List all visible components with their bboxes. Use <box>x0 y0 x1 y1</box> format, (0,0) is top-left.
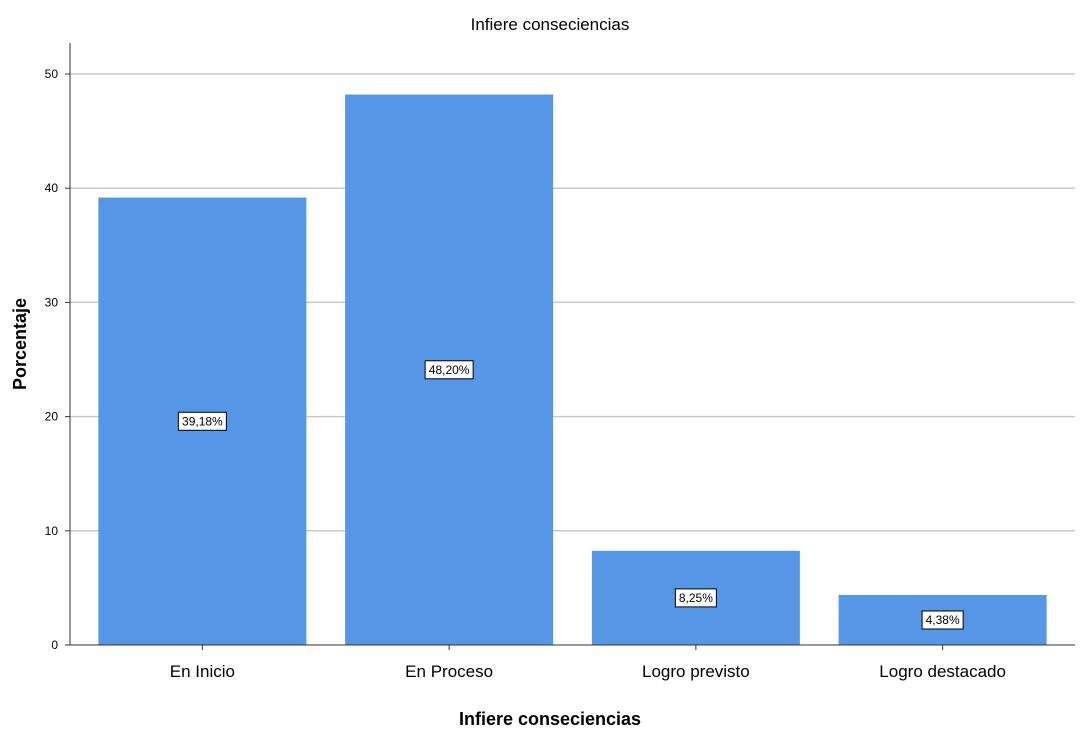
data-label-box <box>177 411 227 431</box>
x-tick-label: Logro previsto <box>642 662 750 681</box>
y-tick-label: 20 <box>45 410 59 424</box>
chart-title: Infiere conseciencias <box>471 15 630 34</box>
y-tick-label: 40 <box>45 181 59 195</box>
y-tick-label: 0 <box>51 638 58 652</box>
x-tick-label: En Inicio <box>170 662 235 681</box>
x-axis-title: Infiere conseciencias <box>459 709 641 729</box>
x-tick-label: En Proceso <box>405 662 493 681</box>
bars: 39,18% 48,20% 8,25% 4,38% <box>98 94 1047 646</box>
data-label-box <box>921 610 964 630</box>
y-tick-label: 30 <box>45 295 59 309</box>
data-label: 4,38% <box>926 613 960 627</box>
data-label: 39,18% <box>182 414 223 428</box>
data-label: 8,25% <box>679 591 713 605</box>
y-tick-label: 50 <box>45 67 59 81</box>
y-axis-title: Porcentaje <box>10 298 30 390</box>
y-tick-label: 10 <box>45 524 59 538</box>
y-axis-ticks: 0 10 20 30 40 50 <box>45 67 70 652</box>
data-label-box <box>674 588 717 608</box>
data-label: 48,20% <box>429 363 470 377</box>
x-tick-label: Logro destacado <box>879 662 1006 681</box>
data-label-box <box>424 360 474 380</box>
x-axis-ticks: En Inicio En Proceso Logro previsto Logro d… <box>170 645 1006 681</box>
